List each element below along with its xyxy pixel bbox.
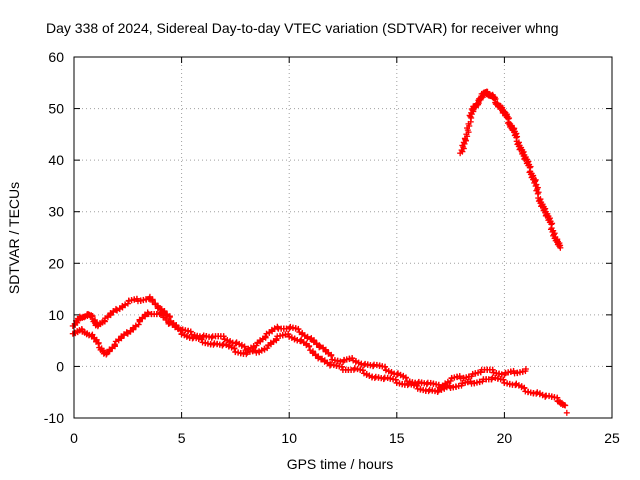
data-point <box>444 378 451 385</box>
series-2 <box>457 88 564 251</box>
y-tick-label: 40 <box>48 152 64 168</box>
series-layer <box>69 88 570 416</box>
data-point <box>177 327 184 334</box>
data-point <box>132 322 139 329</box>
data-point <box>328 352 335 359</box>
x-tick-label: 5 <box>178 430 186 446</box>
data-point <box>231 345 238 352</box>
x-tick-label: 0 <box>70 430 78 446</box>
data-point <box>563 409 570 416</box>
data-point <box>413 382 420 389</box>
data-point <box>187 328 194 335</box>
y-tick-label: -10 <box>44 410 64 426</box>
data-point <box>166 314 173 321</box>
x-axis-ticks: 0 5 10 15 20 25 <box>70 57 620 446</box>
data-point <box>295 326 302 333</box>
data-point <box>220 333 227 340</box>
data-point <box>306 343 313 350</box>
series-0 <box>69 293 529 391</box>
data-point <box>402 374 409 381</box>
x-axis-label: GPS time / hours <box>287 456 394 472</box>
y-tick-label: 10 <box>48 307 64 323</box>
y-tick-label: 60 <box>48 49 64 65</box>
data-point <box>381 363 388 370</box>
data-point <box>557 244 564 251</box>
data-point <box>338 363 345 370</box>
data-point <box>500 376 507 383</box>
data-point <box>522 366 529 373</box>
y-tick-label: 20 <box>48 255 64 271</box>
data-point <box>111 341 118 348</box>
x-tick-label: 20 <box>497 430 513 446</box>
data-point <box>241 343 248 350</box>
data-point <box>122 301 129 308</box>
series-1 <box>69 309 569 409</box>
data-point <box>392 376 399 383</box>
y-tick-label: 30 <box>48 204 64 220</box>
data-point <box>359 367 366 374</box>
data-point <box>198 336 205 343</box>
x-tick-label: 25 <box>604 430 620 446</box>
data-point <box>135 321 142 328</box>
data-point <box>561 402 568 409</box>
data-point <box>489 366 496 373</box>
grid <box>74 57 612 418</box>
plot-frame <box>73 56 613 419</box>
x-tick-label: 15 <box>389 430 405 446</box>
y-axis-label: SDTVAR / TECUs <box>6 182 22 294</box>
y-tick-label: 0 <box>56 358 64 374</box>
data-point <box>542 393 549 400</box>
chart-title: Day 338 of 2024, Sidereal Day-to-day VTE… <box>46 20 559 36</box>
y-axis-ticks: -10 0 10 20 30 40 50 60 <box>44 49 612 426</box>
x-tick-label: 10 <box>281 430 297 446</box>
y-tick-label: 50 <box>48 101 64 117</box>
data-point <box>521 385 528 392</box>
series-3 <box>563 409 570 416</box>
data-point <box>95 340 102 347</box>
